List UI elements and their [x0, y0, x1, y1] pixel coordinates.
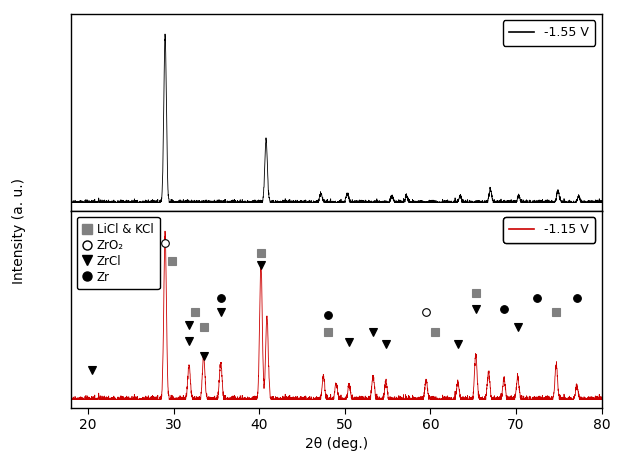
Text: Intensity (a. u.): Intensity (a. u.) — [12, 177, 25, 284]
X-axis label: 2θ (deg.): 2θ (deg.) — [305, 437, 368, 450]
Legend: -1.55 V: -1.55 V — [503, 20, 595, 46]
Legend: -1.15 V: -1.15 V — [503, 217, 595, 242]
